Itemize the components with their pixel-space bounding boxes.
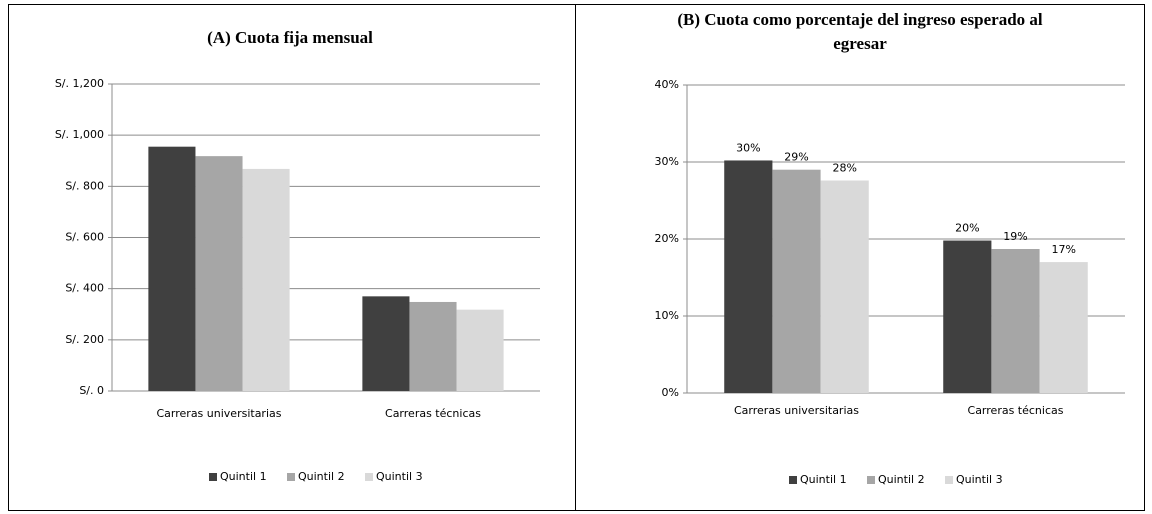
chart-title: (A) Cuota fija mensual (207, 28, 373, 47)
y-tick-label: S/. 1,200 (55, 77, 104, 90)
legend-label: Quintil 3 (956, 473, 1003, 486)
data-label: 19% (1003, 230, 1027, 243)
bar (456, 309, 504, 391)
y-tick-label: S/. 200 (65, 333, 104, 346)
bar (1039, 262, 1088, 393)
bar (820, 180, 869, 393)
bar (772, 169, 821, 393)
legend-label: Quintil 1 (800, 473, 847, 486)
legend-label: Quintil 2 (298, 470, 345, 483)
bar (943, 240, 992, 393)
bar (991, 249, 1040, 393)
x-tick-label: Carreras universitarias (734, 404, 859, 417)
x-tick-label: Carreras universitarias (157, 407, 282, 420)
data-label: 20% (955, 222, 979, 235)
legend-swatch (945, 476, 953, 484)
legend-label: Quintil 3 (376, 470, 423, 483)
y-tick-label: S/. 0 (79, 384, 104, 397)
y-tick-label: 0% (662, 386, 679, 399)
chart-title-box: (A) Cuota fija mensual (207, 28, 373, 47)
data-label: 17% (1051, 243, 1075, 256)
bar (409, 301, 457, 391)
y-tick-label: 20% (655, 232, 679, 245)
legend-swatch (365, 473, 373, 481)
panel-frame (575, 4, 1145, 511)
legend-label: Quintil 2 (878, 473, 925, 486)
chart-title: (B) Cuota como porcentaje del ingreso es… (677, 10, 1043, 53)
bar (148, 146, 196, 391)
bar (724, 160, 773, 393)
y-tick-label: S/. 1,000 (55, 128, 104, 141)
bar (195, 156, 243, 391)
chart-title-box: (B) Cuota como porcentaje del ingreso es… (677, 10, 1043, 53)
y-tick-label: S/. 600 (65, 231, 104, 244)
x-tick-label: Carreras técnicas (385, 407, 481, 420)
y-tick-label: S/. 400 (65, 282, 104, 295)
data-label: 30% (736, 141, 760, 154)
data-label: 28% (832, 161, 856, 174)
y-tick-label: 10% (655, 309, 679, 322)
legend-swatch (789, 476, 797, 484)
legend-swatch (287, 473, 295, 481)
x-tick-label: Carreras técnicas (968, 404, 1064, 417)
y-tick-label: S/. 800 (65, 179, 104, 192)
y-tick-label: 30% (655, 155, 679, 168)
legend-label: Quintil 1 (220, 470, 267, 483)
y-tick-label: 40% (655, 78, 679, 91)
legend-swatch (209, 473, 217, 481)
bar (242, 168, 290, 391)
data-label: 29% (784, 151, 808, 164)
legend-swatch (867, 476, 875, 484)
bar (362, 296, 410, 391)
